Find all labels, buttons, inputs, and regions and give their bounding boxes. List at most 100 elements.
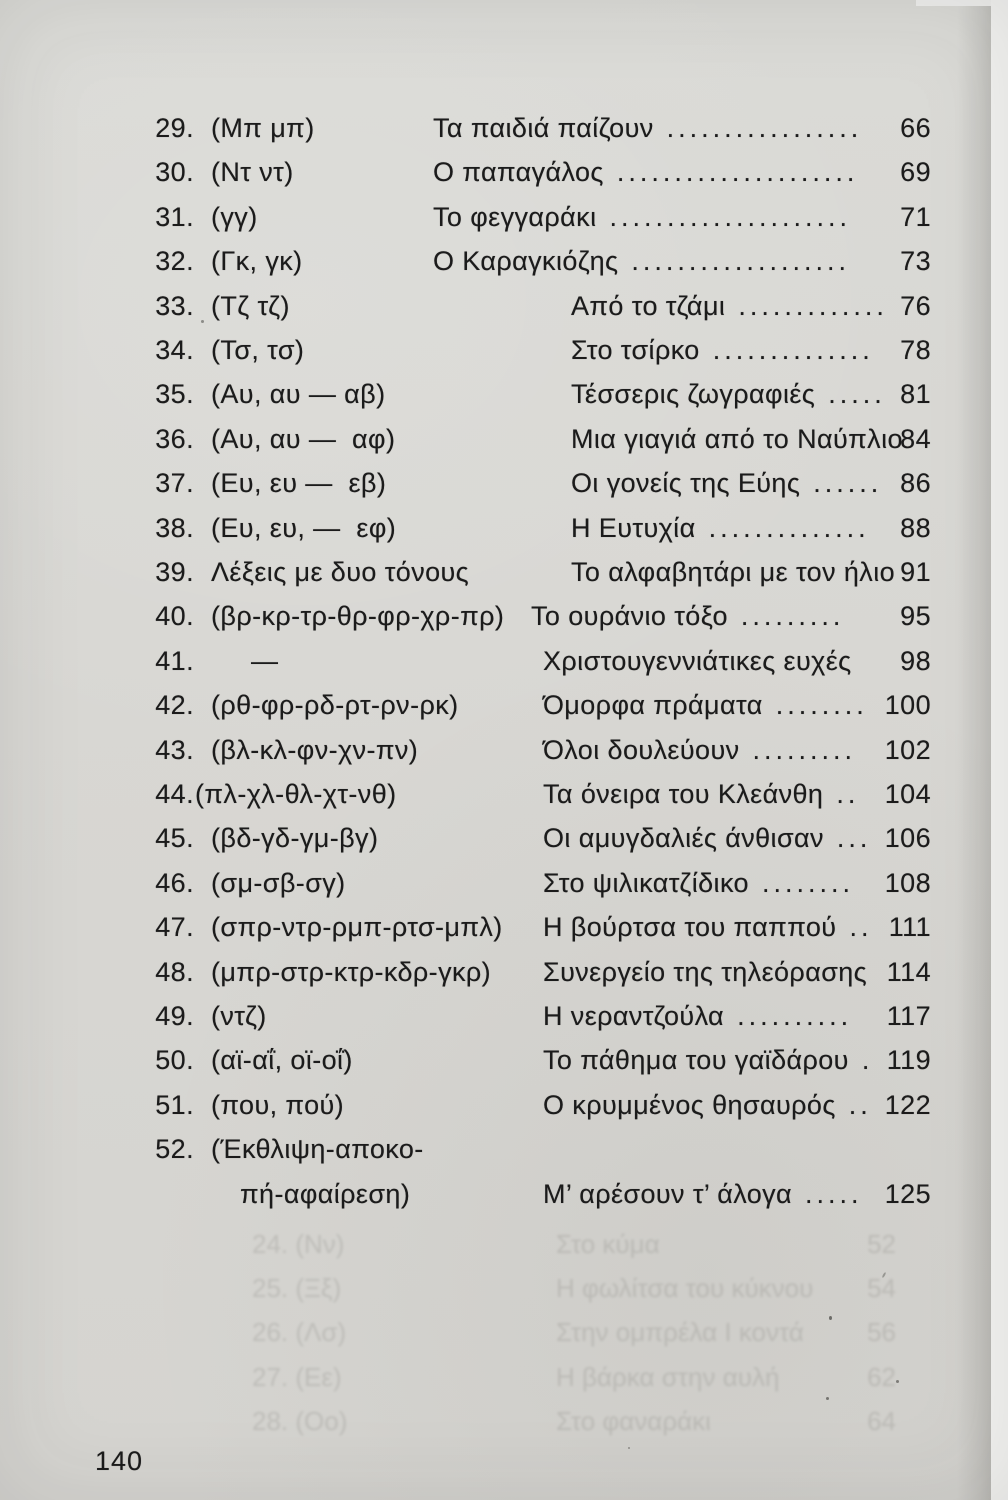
toc-entry-number: 34. — [155, 335, 194, 365]
toc-entry-title: Οι αμυγδαλιές άνθισαν — [543, 823, 824, 854]
toc-entry-phonemes: (που, πού) — [211, 1089, 345, 1120]
toc-entry-page: 73 — [900, 246, 931, 277]
leader-dots: ................... — [631, 246, 850, 277]
toc-entry-page: 114 — [886, 956, 931, 987]
toc-entry-title: Ο παπαγάλος — [433, 157, 604, 188]
toc-entry-page: 100 — [884, 690, 931, 721]
leader-dots: .............. — [708, 512, 870, 543]
toc-entry-title-wrap: Το αλφαβητάρι με τον ήλιο — [571, 552, 895, 592]
toc-entry-number: 40. — [155, 601, 194, 632]
toc-entry-number: 30. — [155, 157, 194, 188]
toc-entry-number: 52. — [155, 1134, 194, 1165]
toc-entry-page: 91 — [900, 557, 931, 587]
toc-entry-title: Ο κρυμμένος θησαυρός — [543, 1089, 836, 1120]
toc-entry-page: 117 — [886, 1001, 931, 1031]
toc-entry-title-wrap: Ο κρυμμένος θησαυρός.. — [543, 1085, 872, 1125]
toc-entry-title: Η βούρτσα του παππού — [543, 912, 837, 943]
leader-dots: ..... — [828, 379, 886, 410]
toc-entry-title-wrap: Οι γονείς της Εύης...... — [571, 463, 882, 503]
toc-entry-phonemes: (Ντ ντ) — [211, 157, 294, 188]
toc-row: 41. — Χριστουγεννιάτικες ευχές 98 — [0, 641, 990, 681]
toc-entry-phonemes: (Γκ, γκ) — [211, 246, 303, 277]
toc-entry-title-wrap: Τα παιδιά παίζουν................. — [433, 108, 862, 148]
dust-speck — [829, 1316, 832, 1320]
toc-entry-title-wrap: Μ’ αρέσουν τ’ άλογα..... — [543, 1174, 863, 1214]
toc-entry-page: 104 — [884, 779, 931, 809]
toc-entry-page: 108 — [884, 867, 931, 898]
toc-entry-phonemes: (Τζ τζ) — [211, 290, 290, 321]
toc-entry-page: 86 — [900, 468, 931, 499]
toc-entry-number: 35. — [155, 379, 194, 410]
toc-row: 49. (ντζ) Η νεραντζούλα.......... 117 — [0, 996, 990, 1036]
toc-row: 50. (αϊ-αΐ, οϊ-οΐ) Το πάθημα του γαϊδάρου.… — [0, 1040, 990, 1080]
leader-dots: . — [861, 1045, 874, 1076]
toc-entry-title: Μια γιαγιά από το Ναύπλιο — [571, 423, 903, 454]
toc-row: 29. (Μπ μπ) Τα παιδιά παίζουν.............… — [0, 108, 990, 148]
leader-dots: .. — [848, 1089, 872, 1120]
toc-entry-page: 111 — [888, 912, 931, 943]
toc-entry-title-wrap: Χριστουγεννιάτικες ευχές — [543, 641, 852, 681]
toc-row: 35. (Αυ, αυ — αβ) Τέσσερις ζωγραφιές..... 8… — [0, 374, 990, 414]
toc-entry-number: 45. — [155, 823, 194, 854]
leader-dots: ..................... — [616, 157, 859, 188]
toc-row: 33. (Τζ τζ) Από το τζάμι............. 76 — [0, 286, 990, 326]
toc-entry-phonemes: (πλ-χλ-θλ-χτ-νθ) — [195, 779, 397, 809]
toc-row: 38. (Ευ, ευ, — εφ) Η Ευτυχία..............… — [0, 508, 990, 548]
toc-entry-number: 36. — [155, 423, 194, 454]
toc-entry-title: Στο ψιλικατζίδικο — [543, 867, 749, 898]
dust-speck — [201, 320, 204, 323]
toc-row: 32. (Γκ, γκ) Ο Καραγκιόζης................… — [0, 241, 990, 281]
toc-entry-page: 119 — [886, 1045, 931, 1076]
toc-entry-page: 78 — [900, 335, 931, 365]
toc-row: 46. (σμ-σβ-σγ) Στο ψιλικατζίδικο........ 10… — [0, 863, 990, 903]
toc-row: 34. (Τσ, τσ) Στο τσίρκο.............. 78 — [0, 330, 990, 370]
toc-entry-phonemes: (σμ-σβ-σγ) — [211, 867, 346, 898]
toc-entry-page: 106 — [884, 823, 931, 854]
toc-entry-title: Μ’ αρέσουν τ’ άλογα — [543, 1178, 793, 1209]
toc-entry-number: 29. — [155, 113, 194, 143]
toc-entry-title: Το ουράνιο τόξο — [531, 601, 728, 632]
toc-entry-number: 47. — [155, 912, 194, 943]
toc-entry-phonemes: (ντζ) — [211, 1001, 267, 1031]
dust-speck — [896, 1380, 899, 1383]
toc-entry-number: 41. — [155, 645, 194, 676]
page-number: 140 — [95, 1446, 144, 1476]
leader-dots: ......... — [752, 734, 857, 765]
toc-entry-title-wrap: Μια γιαγιά από το Ναύπλιο — [571, 419, 903, 459]
toc-row: 31. (γγ) Το φεγγαράκι.....................… — [0, 197, 990, 237]
leader-dots: .............. — [712, 335, 874, 365]
leader-dots: ......... — [740, 601, 845, 632]
toc-row: 42. (ρθ-φρ-ρδ-ρτ-ρν-ρκ) Όμορφα πράματα....… — [0, 685, 990, 725]
leader-dots: ...... — [813, 468, 883, 499]
toc-row: 51. (που, πού) Ο κρυμμένος θησαυρός.. 122 — [0, 1085, 990, 1125]
toc-entry-title: Συνεργείο της τηλεόρασης — [543, 956, 868, 987]
toc-entry-title-wrap: Τέσσερις ζωγραφιές..... — [571, 374, 886, 414]
toc-entry-title: Οι γονείς της Εύης — [571, 468, 801, 499]
toc-entry-phonemes: (σπρ-ντρ-ρμπ-ρτσ-μπλ) — [211, 912, 503, 943]
toc-entry-page: 98 — [900, 645, 931, 676]
leader-dots: ........ — [761, 867, 854, 898]
toc-entry-page: 71 — [900, 201, 931, 232]
toc-entry-phonemes: (Ευ, ευ, — εφ) — [211, 512, 397, 543]
toc-entry-title-wrap: Ο παπαγάλος..................... — [433, 152, 858, 192]
toc-row: 48. (μπρ-στρ-κτρ-κδρ-γκρ) Συνεργείο της τη… — [0, 952, 990, 992]
toc-entry-number: 44. — [155, 779, 194, 809]
dust-speck — [826, 1397, 829, 1400]
toc-entry-page: 95 — [900, 601, 931, 632]
toc-entry-title-wrap: Η νεραντζούλα.......... — [543, 996, 852, 1036]
toc-entry-title-wrap: Οι αμυγδαλιές άνθισαν... — [543, 818, 871, 858]
toc-entry-title: Η νεραντζούλα — [543, 1001, 725, 1031]
toc-entry-number: 48. — [155, 956, 194, 987]
toc-entry-phonemes: Λέξεις με δυο τόνους — [211, 557, 470, 587]
toc-entry-phonemes: (μπρ-στρ-κτρ-κδρ-γκρ) — [211, 956, 492, 987]
leader-dots: .......... — [737, 1001, 853, 1031]
toc-row: 36. (Αυ, αυ — αφ) Μια γιαγιά από το Ναύπλι… — [0, 419, 990, 459]
toc-entry-number: 37. — [155, 468, 194, 499]
toc-entry-title: Ο Καραγκιόζης — [433, 246, 619, 277]
toc-entry-title-wrap: Το φεγγαράκι..................... — [433, 197, 851, 237]
toc-entry-title: Το πάθημα του γαϊδάρου — [543, 1045, 849, 1076]
toc-entry-number: 50. — [155, 1045, 194, 1076]
toc-entry-page: 88 — [900, 512, 931, 543]
toc-entry-page: 102 — [884, 734, 931, 765]
